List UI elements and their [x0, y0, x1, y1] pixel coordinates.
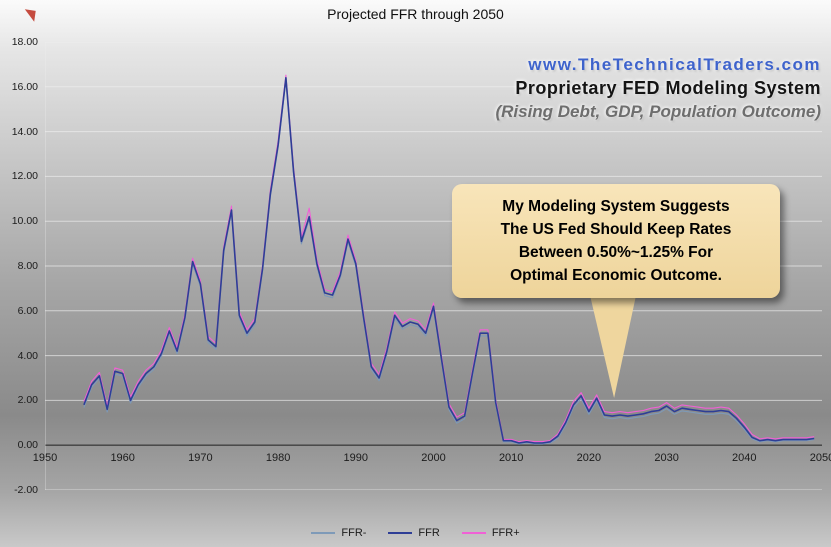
legend-label-ffr: FFR	[418, 527, 440, 539]
watermark-subtitle: (Rising Debt, GDP, Population Outcome)	[495, 102, 821, 121]
callout-line: Optimal Economic Outcome.	[510, 267, 722, 284]
series-line-ffr	[83, 76, 815, 444]
watermark-block: www.TheTechnicalTraders.com Proprietary …	[495, 55, 821, 122]
legend: FFR- FFR FFR+	[0, 527, 831, 539]
y-tick-label: 12.00	[11, 170, 38, 183]
ffr-swatch	[388, 532, 413, 534]
x-tick-label: 1960	[110, 452, 135, 465]
legend-item-ffr-plus[interactable]: FFR+	[461, 527, 520, 539]
legend-label-ffr-plus: FFR+	[491, 527, 520, 539]
x-tick-label: 1950	[32, 452, 58, 465]
x-tick-label: 1980	[265, 452, 291, 465]
x-tick-label: 2040	[732, 452, 757, 465]
x-axis-labels: 1950 1960 1970 1980 1990 2000 2010 2020 2030 2040…	[33, 42, 831, 490]
legend-item-ffr[interactable]: FFR	[388, 527, 440, 539]
y-tick-label: -2.00	[14, 484, 38, 496]
x-tick-label: 2050	[809, 452, 831, 465]
ffr-plus-swatch	[461, 532, 486, 534]
y-tick-label: 18.00	[11, 36, 38, 48]
y-tick-label: 10.00	[11, 215, 38, 228]
x-tick-label: 2010	[498, 452, 524, 465]
ffr-minus-swatch	[311, 532, 336, 534]
legend-item-ffr-minus[interactable]: FFR-	[311, 527, 366, 539]
watermark-system-title: Proprietary FED Modeling System	[515, 78, 821, 98]
x-tick-label: 2030	[654, 452, 679, 465]
y-tick-label: 14.00	[11, 125, 38, 138]
y-tick-label: 2.00	[17, 394, 38, 407]
callout-line: The US Fed Should Keep Rates	[500, 221, 732, 238]
watermark-url: www.TheTechnicalTraders.com	[528, 55, 821, 74]
x-tick-label: 2020	[576, 452, 602, 465]
callout-box: My Modeling System Suggests The US Fed S…	[452, 184, 780, 298]
chart-title: Projected FFR through 2050	[327, 6, 504, 22]
y-tick-label: 16.00	[11, 80, 38, 93]
x-tick-label: 1990	[343, 452, 369, 465]
y-axis-labels: 18.00 16.00 14.00 12.00 10.00 8.00 6.00 4.00 2.0…	[0, 36, 41, 496]
plot-area	[45, 42, 822, 490]
legend-label-ffr-minus: FFR-	[341, 527, 367, 539]
y-tick-label: 4.00	[17, 349, 38, 362]
callout-line: Between 0.50%~1.25% For	[518, 244, 714, 261]
x-tick-label: 2000	[421, 452, 446, 465]
y-tick-label: 6.00	[17, 304, 38, 317]
chart-canvas	[45, 42, 822, 490]
callout-line: My Modeling System Suggests	[502, 198, 730, 215]
y-tick-label: 8.00	[17, 260, 38, 272]
x-tick-label: 1970	[188, 452, 213, 465]
y-tick-label: 0.00	[17, 439, 38, 452]
